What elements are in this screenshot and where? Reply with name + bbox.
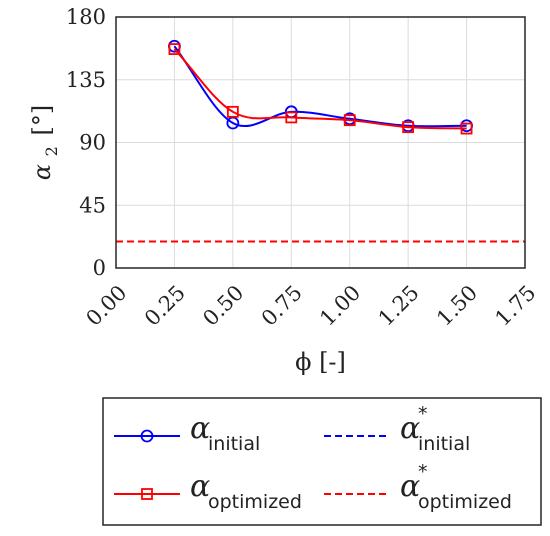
y-axis-label-symbol: α [28,164,56,180]
legend-item: α* initial [324,403,470,455]
data-point [343,114,356,127]
x-tick-labels: 0.00 0.25 0.50 0.75 1.00 1.25 1.50 1.75 [81,281,540,331]
x-tick-label: 0.75 [257,281,307,331]
legend-symbol: α [190,411,210,446]
legend-symbol: α [190,469,210,504]
legend-subscript: optimized [208,491,302,513]
plot-frame [115,16,526,269]
series-line [173,48,467,130]
y-axis-label-unit: [°] [28,105,56,136]
y-tick-label: 45 [79,193,106,217]
x-axis-label: ϕ [-] [295,348,346,376]
y-tick-label: 135 [66,68,106,92]
y-axis-label-subscript: 2 [42,146,61,156]
series-layer [116,39,525,243]
y-axis-label: α 2 [°] [28,105,63,180]
x-tick-label: 1.25 [374,281,424,331]
legend-symbol: α [400,469,420,504]
legend-subscript: initial [208,433,260,455]
series-line [173,45,467,128]
y-tick-label: 0 [93,256,106,280]
legend-symbol: α [400,411,420,446]
svg-text:α 2 [°]: α 2 [°] [28,105,63,180]
x-tick-label: 0.50 [198,281,248,331]
legend-marker [140,429,154,443]
y-tick-labels: 0 45 90 135 180 [66,5,106,280]
legend-box [102,397,542,526]
data-point [226,105,239,118]
data-point [402,121,415,134]
data-point [460,122,473,135]
x-tick-label: 1.00 [315,281,365,331]
x-tick-label: 1.50 [432,281,482,331]
legend-subscript: optimized [418,491,512,513]
series-0 [168,39,473,133]
legend-superscript: * [418,403,428,425]
legend-superscript: * [418,461,428,483]
legend-subscript: initial [418,433,470,455]
data-point [168,43,181,55]
y-tick-label: 180 [66,5,106,29]
legend-item: α* optimized [324,461,512,513]
y-tick-label: 90 [79,131,106,155]
x-tick-label: 0.00 [81,281,131,331]
x-tick-label: 0.25 [140,281,190,331]
series-1 [168,43,473,135]
legend-marker [141,488,153,500]
data-point [285,111,298,124]
x-tick-label: 1.75 [490,281,540,331]
